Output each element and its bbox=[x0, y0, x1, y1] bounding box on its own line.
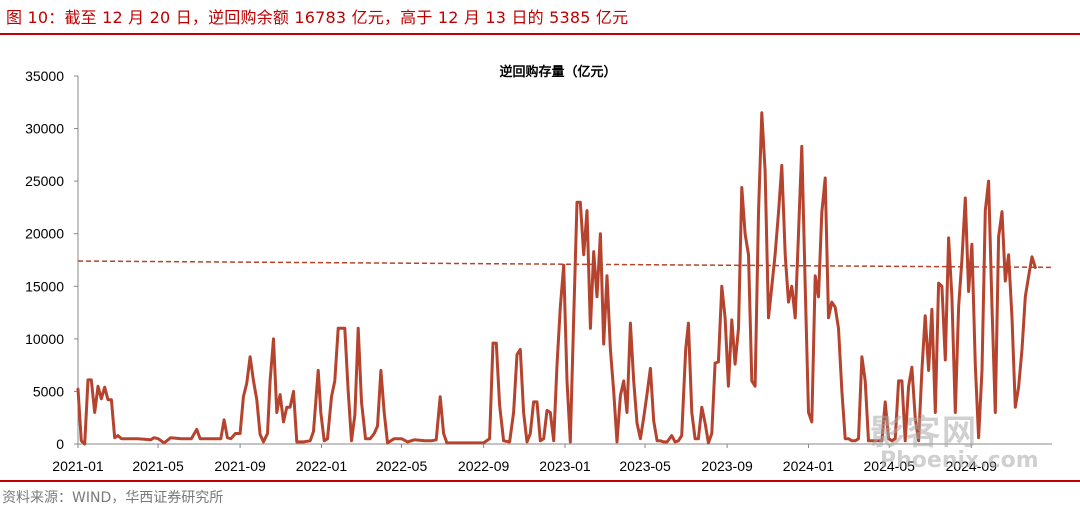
series-line bbox=[76, 111, 1037, 446]
y-tick-label: 35000 bbox=[25, 68, 64, 84]
source-divider bbox=[0, 480, 1080, 482]
x-tick-label: 2022-09 bbox=[458, 458, 510, 474]
figure-title: 图 10：截至 12 月 20 日，逆回购余额 16783 亿元，高于 12 月… bbox=[6, 8, 629, 27]
y-tick-label: 15000 bbox=[25, 278, 64, 294]
x-tick-label: 2024-09 bbox=[946, 458, 998, 474]
x-tick-label: 2023-01 bbox=[539, 458, 591, 474]
reverse-repo-line-chart: 0 5000 10000 15000 20000 25000 30000 35000 2021-… bbox=[25, 64, 1053, 474]
x-tick-label: 2021-05 bbox=[132, 458, 184, 474]
watermark-url: Phoenix.com bbox=[880, 448, 1039, 473]
x-tick-label: 2024-01 bbox=[783, 458, 835, 474]
x-tick-label: 2021-01 bbox=[52, 458, 104, 474]
y-tick-label: 30000 bbox=[25, 121, 64, 137]
chart-axes: 0 5000 10000 15000 20000 25000 30000 35000 2021-… bbox=[25, 68, 1052, 474]
watermark-logo: 影客网 bbox=[870, 413, 978, 453]
y-tick-label: 5000 bbox=[33, 383, 64, 399]
reference-dashed-line bbox=[77, 260, 1053, 269]
title-divider bbox=[0, 33, 1080, 35]
chart-title: 逆回购存量（亿元） bbox=[499, 64, 616, 80]
x-tick-label: 2022-05 bbox=[376, 458, 428, 474]
source-note: 资料来源：WIND，华西证券研究所 bbox=[2, 490, 224, 506]
y-tick-label: 20000 bbox=[25, 226, 64, 242]
x-tick-label: 2023-09 bbox=[701, 458, 753, 474]
y-tick-label: 10000 bbox=[25, 331, 64, 347]
chart-marks bbox=[76, 111, 1053, 446]
x-tick-label: 2022-01 bbox=[296, 458, 348, 474]
x-tick-label: 2024-05 bbox=[864, 458, 916, 474]
y-tick-label: 25000 bbox=[25, 173, 64, 189]
x-tick-label: 2021-09 bbox=[214, 458, 266, 474]
y-tick-label: 0 bbox=[56, 436, 64, 452]
x-tick-label: 2023-05 bbox=[619, 458, 671, 474]
